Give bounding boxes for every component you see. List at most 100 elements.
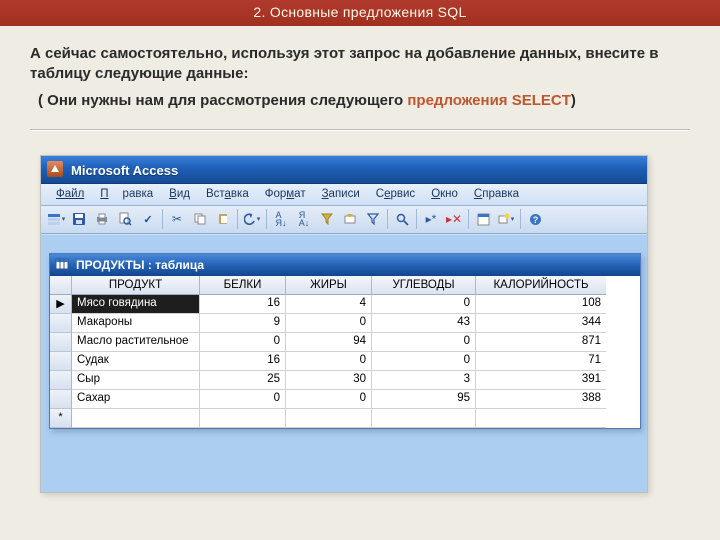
row-selector[interactable]: [50, 371, 72, 390]
menu-insert[interactable]: Вставка: [199, 187, 256, 201]
cell-cal[interactable]: 871: [476, 333, 606, 352]
app-title-text: Microsoft Access: [71, 163, 178, 178]
cell-protein[interactable]: 16: [200, 352, 286, 371]
slide-divider: [30, 129, 690, 131]
menu-file[interactable]: Файл: [49, 187, 91, 201]
cell-cal[interactable]: 391: [476, 371, 606, 390]
cell-cal[interactable]: 71: [476, 352, 606, 371]
menu-format[interactable]: Формат: [258, 187, 313, 201]
menu-records[interactable]: Записи: [315, 187, 367, 201]
new-record-icon[interactable]: ▸*: [420, 208, 442, 230]
filter-form-icon[interactable]: [339, 208, 361, 230]
menu-edit[interactable]: Правка: [93, 187, 160, 201]
new-object-icon[interactable]: [495, 208, 517, 230]
slide-line-2: ( Они нужны нам для рассмотрения следующ…: [30, 91, 690, 111]
cell-carbs[interactable]: 0: [372, 333, 476, 352]
cell-product[interactable]: Сахар: [72, 390, 200, 409]
cell-carbs[interactable]: 0: [372, 352, 476, 371]
cell-protein[interactable]: 0: [200, 390, 286, 409]
delete-record-icon[interactable]: ▸✕: [443, 208, 465, 230]
row-selector-new[interactable]: *: [50, 409, 72, 428]
cell-product[interactable]: Мясо говядина: [72, 295, 200, 314]
row-selector[interactable]: [50, 314, 72, 333]
menu-help[interactable]: Справка: [467, 187, 526, 201]
paste-icon[interactable]: [212, 208, 234, 230]
print-preview-icon[interactable]: [114, 208, 136, 230]
cell-empty[interactable]: [72, 409, 200, 428]
cell-carbs[interactable]: 43: [372, 314, 476, 333]
row-selector[interactable]: [50, 390, 72, 409]
toolbar-sep: [237, 209, 238, 229]
toolbar-sep: [387, 209, 388, 229]
cell-cal[interactable]: 108: [476, 295, 606, 314]
row-selector[interactable]: [50, 352, 72, 371]
toolbar-sep: [520, 209, 521, 229]
menu-window[interactable]: Окно: [424, 187, 465, 201]
col-header-cal[interactable]: КАЛОРИЙНОСТЬ: [476, 276, 606, 295]
cell-carbs[interactable]: 0: [372, 295, 476, 314]
cell-fat[interactable]: 0: [286, 352, 372, 371]
table-window-title-text: ПРОДУКТЫ : таблица: [76, 258, 204, 272]
cell-fat[interactable]: 0: [286, 390, 372, 409]
col-header-protein[interactable]: БЕЛКИ: [200, 276, 286, 295]
cut-icon[interactable]: ✂: [166, 208, 188, 230]
database-window-icon[interactable]: [472, 208, 494, 230]
col-header-carbs[interactable]: УГЛЕВОДЫ: [372, 276, 476, 295]
slide-body: А сейчас самостоятельно, используя этот …: [0, 26, 720, 117]
save-icon[interactable]: [68, 208, 90, 230]
cell-product[interactable]: Масло растительное: [72, 333, 200, 352]
cell-product[interactable]: Сыр: [72, 371, 200, 390]
slide-title-bar: 2. Основные предложения SQL: [0, 0, 720, 26]
cell-fat[interactable]: 94: [286, 333, 372, 352]
menubar: Файл Правка Вид Вставка Формат Записи Се…: [41, 184, 647, 206]
col-resize[interactable]: [471, 276, 475, 294]
toolbar: ✓ ✂ AЯ↓ ЯA↓ ▸* ▸✕ ?: [41, 206, 647, 234]
copy-icon[interactable]: [189, 208, 211, 230]
cell-carbs[interactable]: 95: [372, 390, 476, 409]
cell-empty[interactable]: [476, 409, 606, 428]
spellcheck-icon[interactable]: ✓: [137, 208, 159, 230]
cell-empty[interactable]: [372, 409, 476, 428]
undo-icon[interactable]: [241, 208, 263, 230]
cell-fat[interactable]: 30: [286, 371, 372, 390]
find-icon[interactable]: [391, 208, 413, 230]
access-screenshot: Microsoft Access Файл Правка Вид Вставка…: [40, 155, 648, 493]
help-icon[interactable]: ?: [524, 208, 546, 230]
cell-cal[interactable]: 344: [476, 314, 606, 333]
table-window-titlebar[interactable]: ПРОДУКТЫ : таблица: [50, 254, 640, 276]
row-selector[interactable]: [50, 333, 72, 352]
cell-cal[interactable]: 388: [476, 390, 606, 409]
row-selector-header[interactable]: [50, 276, 72, 295]
toggle-filter-icon[interactable]: [362, 208, 384, 230]
col-header-product[interactable]: ПРОДУКТ: [72, 276, 200, 295]
cell-protein[interactable]: 0: [200, 333, 286, 352]
sort-asc-icon[interactable]: AЯ↓: [270, 208, 292, 230]
toolbar-sep: [162, 209, 163, 229]
cell-product[interactable]: Макароны: [72, 314, 200, 333]
col-resize[interactable]: [281, 276, 285, 294]
col-resize[interactable]: [195, 276, 199, 294]
cell-carbs[interactable]: 3: [372, 371, 476, 390]
cell-fat[interactable]: 4: [286, 295, 372, 314]
cell-product[interactable]: Судак: [72, 352, 200, 371]
cell-empty[interactable]: [286, 409, 372, 428]
toolbar-sep: [266, 209, 267, 229]
row-selector[interactable]: ▶: [50, 295, 72, 314]
col-header-fat[interactable]: ЖИРЫ: [286, 276, 372, 295]
menu-view[interactable]: Вид: [162, 187, 197, 201]
cell-empty[interactable]: [200, 409, 286, 428]
svg-text:?: ?: [532, 215, 538, 225]
design-view-icon[interactable]: [45, 208, 67, 230]
col-resize[interactable]: [367, 276, 371, 294]
sort-desc-icon[interactable]: ЯA↓: [293, 208, 315, 230]
filter-selection-icon[interactable]: [316, 208, 338, 230]
toolbar-sep: [468, 209, 469, 229]
cell-protein[interactable]: 9: [200, 314, 286, 333]
print-icon[interactable]: [91, 208, 113, 230]
cell-fat[interactable]: 0: [286, 314, 372, 333]
mdi-area: ПРОДУКТЫ : таблица ПРОДУКТ БЕЛКИ ЖИРЫ УГ…: [41, 234, 647, 492]
table-window: ПРОДУКТЫ : таблица ПРОДУКТ БЕЛКИ ЖИРЫ УГ…: [49, 253, 641, 429]
cell-protein[interactable]: 25: [200, 371, 286, 390]
menu-service[interactable]: Сервис: [369, 187, 422, 201]
cell-protein[interactable]: 16: [200, 295, 286, 314]
